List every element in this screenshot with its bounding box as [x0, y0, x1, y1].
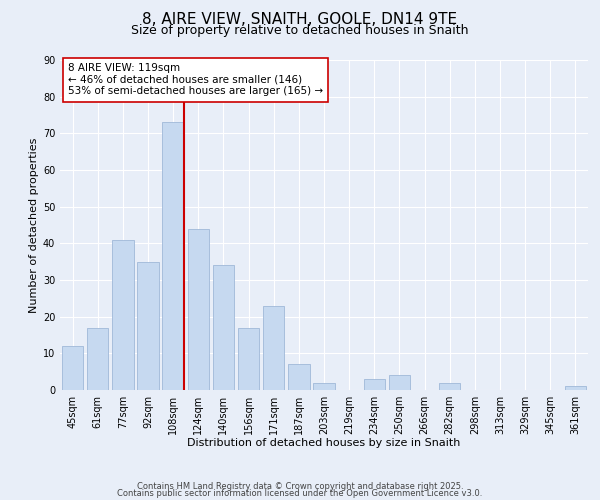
Bar	[238, 328, 259, 390]
Bar	[163, 122, 184, 390]
Bar	[213, 266, 234, 390]
Bar	[565, 386, 586, 390]
Text: Contains HM Land Registry data © Crown copyright and database right 2025.: Contains HM Land Registry data © Crown c…	[137, 482, 463, 491]
X-axis label: Distribution of detached houses by size in Snaith: Distribution of detached houses by size …	[187, 438, 461, 448]
Bar	[364, 379, 385, 390]
Bar	[62, 346, 83, 390]
Bar	[288, 364, 310, 390]
Bar	[389, 376, 410, 390]
Bar	[87, 328, 109, 390]
Text: 8 AIRE VIEW: 119sqm
← 46% of detached houses are smaller (146)
53% of semi-detac: 8 AIRE VIEW: 119sqm ← 46% of detached ho…	[68, 64, 323, 96]
Bar	[313, 382, 335, 390]
Bar	[188, 228, 209, 390]
Bar	[439, 382, 460, 390]
Bar	[137, 262, 158, 390]
Text: 8, AIRE VIEW, SNAITH, GOOLE, DN14 9TE: 8, AIRE VIEW, SNAITH, GOOLE, DN14 9TE	[142, 12, 458, 28]
Text: Contains public sector information licensed under the Open Government Licence v3: Contains public sector information licen…	[118, 489, 482, 498]
Bar	[112, 240, 134, 390]
Text: Size of property relative to detached houses in Snaith: Size of property relative to detached ho…	[131, 24, 469, 37]
Y-axis label: Number of detached properties: Number of detached properties	[29, 138, 38, 312]
Bar	[263, 306, 284, 390]
